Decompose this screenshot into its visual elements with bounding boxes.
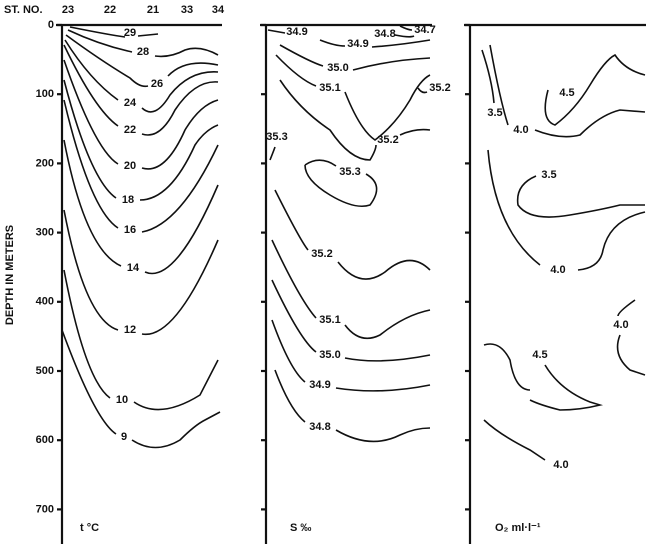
y-tick-label: 300 — [36, 227, 54, 239]
contour-label: 34.7 — [414, 24, 435, 36]
contour-label: 24 — [124, 97, 137, 109]
contour-line — [63, 269, 219, 411]
contour-line — [483, 419, 546, 461]
contour-label: 9 — [121, 431, 127, 443]
contour-line — [394, 34, 415, 38]
contour-label: 34.9 — [347, 38, 368, 50]
contour-label: 4.0 — [550, 264, 565, 276]
panel-label: O₂ ml·l⁻¹ — [495, 522, 541, 534]
panel-label: S ‰ — [290, 522, 311, 534]
contour-line — [267, 29, 286, 34]
contour-label: 35.2 — [429, 82, 450, 94]
contour-line — [481, 49, 495, 104]
contour-line — [63, 139, 219, 275]
contour-label: 4.0 — [613, 319, 628, 331]
contour-label: 35.1 — [319, 82, 340, 94]
contour-line — [63, 209, 219, 336]
station-label: 34 — [212, 4, 225, 16]
contour-line — [544, 53, 646, 126]
contour-line — [275, 54, 431, 141]
station-label: 23 — [62, 4, 74, 16]
contour-label: 16 — [124, 224, 136, 236]
station-label: 22 — [104, 4, 116, 16]
contour-line — [489, 44, 646, 138]
contour-line — [516, 175, 645, 218]
y-tick-label: 600 — [36, 434, 54, 446]
y-tick-label: 500 — [36, 365, 54, 377]
contour-line — [271, 319, 431, 392]
y-tick-label: 0 — [48, 19, 54, 31]
contour-label: 20 — [124, 160, 136, 172]
contour-label: 3.5 — [541, 169, 556, 181]
contour-line — [63, 44, 219, 136]
contour-label: 10 — [116, 394, 128, 406]
contour-label: 12 — [124, 324, 136, 336]
y-tick-label: 100 — [36, 88, 54, 100]
contour-line — [63, 99, 219, 233]
contour-label: 14 — [127, 262, 140, 274]
y-tick-label: 400 — [36, 296, 54, 308]
contour-line — [279, 79, 431, 161]
contour-label: 34.9 — [309, 379, 330, 391]
contour-label: 3.5 — [487, 107, 502, 119]
contour-label: 29 — [124, 27, 136, 39]
contour-line — [271, 239, 431, 340]
contour-label: 35.3 — [266, 131, 287, 143]
contour-label: 4.5 — [559, 87, 574, 99]
contour-line — [274, 189, 431, 280]
contour-label: 4.0 — [553, 459, 568, 471]
contour-label: 35.1 — [319, 314, 340, 326]
station-label: 33 — [181, 4, 193, 16]
y-tick-label: 700 — [36, 503, 54, 515]
contour-label: 35.3 — [339, 166, 360, 178]
contour-label: 22 — [124, 124, 136, 136]
contour-label: 35.0 — [327, 62, 348, 74]
contour-line — [304, 159, 378, 208]
contour-line — [269, 146, 276, 161]
contour-line — [399, 25, 413, 31]
contour-line — [487, 149, 646, 271]
contour-line — [64, 39, 219, 113]
contour-label: 34.8 — [309, 421, 330, 433]
x-axis-title: ST. NO. — [4, 4, 43, 16]
contour-line — [616, 299, 646, 376]
contour-label: 35.2 — [377, 134, 398, 146]
contour-label: 4.5 — [532, 349, 547, 361]
contour-line — [61, 329, 221, 449]
y-tick-label: 200 — [36, 157, 54, 169]
contour-line — [279, 44, 431, 71]
contour-label: 28 — [137, 46, 149, 58]
y-axis-title: DEPTH IN METERS — [4, 225, 16, 325]
contour-line — [63, 59, 219, 170]
station-label: 21 — [147, 4, 159, 16]
panel-label: t °C — [80, 522, 99, 534]
contour-line — [319, 39, 431, 48]
contour-label: 4.0 — [513, 124, 528, 136]
contour-line — [69, 26, 159, 38]
contour-line — [67, 29, 219, 58]
contour-label: 34.8 — [374, 28, 395, 40]
contour-line — [65, 34, 219, 88]
contour-label: 34.9 — [286, 26, 307, 38]
contour-line — [271, 279, 431, 362]
contour-label: 26 — [151, 78, 163, 90]
contour-line — [63, 79, 219, 201]
contour-line — [483, 343, 604, 411]
contour-label: 18 — [122, 194, 134, 206]
contour-line — [417, 87, 428, 94]
contour-label: 35.0 — [319, 349, 340, 361]
contour-line — [274, 369, 431, 443]
contour-label: 35.2 — [311, 248, 332, 260]
